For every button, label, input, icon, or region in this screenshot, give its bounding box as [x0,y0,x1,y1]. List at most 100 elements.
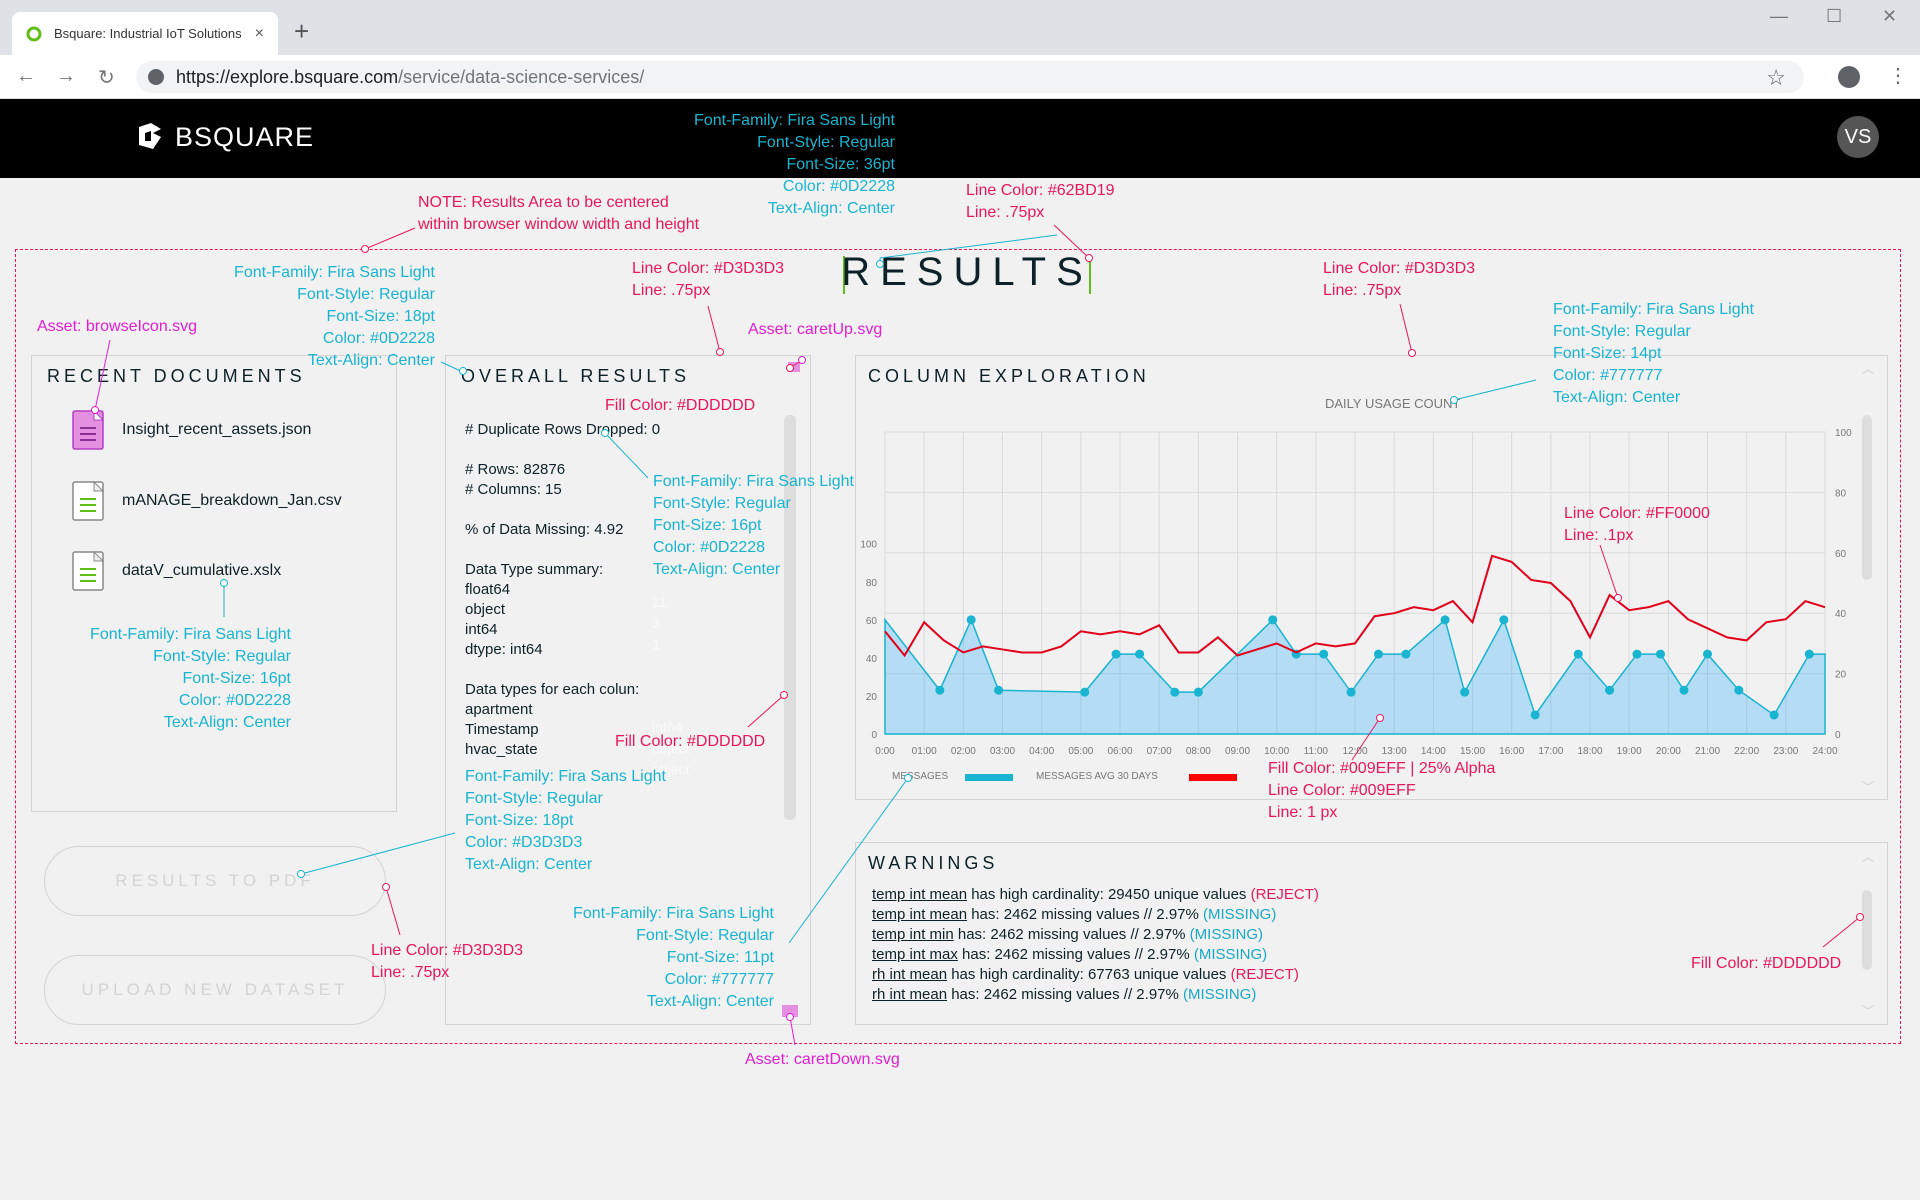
warning-column-link[interactable]: temp int min [872,926,954,943]
legend-avg-label: MESSAGES AVG 30 DAYS [1036,771,1158,782]
caret-down-icon[interactable]: ﹀ [1862,780,1875,794]
x-tick-label: 10:00 [1264,746,1289,757]
upload-new-dataset-button[interactable]: UPLOAD NEW DATASET [44,955,386,1025]
browser-menu-icon[interactable]: ⋮ [1888,65,1908,87]
url-field[interactable]: https://explore.bsquare.com /service/dat… [136,61,1804,93]
series-messages-point [1111,649,1121,659]
address-bar-area: ← → ↻ https://explore.bsquare.com /servi… [0,55,1920,99]
warnings-scrollbar[interactable] [1862,890,1872,970]
caret-up-asset-annotation: Asset: caretUp.svg [748,321,883,338]
panel-font-annotation: Font-Family: Fira Sans Light Font-Style:… [234,264,435,369]
warning-tag: (MISSING) [1193,946,1268,963]
browse-asset-annotation: Asset: browseIcon.svg [37,318,198,335]
warning-tag: (MISSING) [1203,906,1277,923]
caret-down-icon[interactable]: ﹀ [1862,1004,1875,1018]
warning-tag: (REJECT) [1230,966,1299,983]
fill-annotation: Fill Color: #DDDDDD [605,397,756,414]
window-minimize-button[interactable]: — [1770,6,1788,26]
line-annotation: Line Color: #D3D3D3 Line: .75px [1323,260,1476,299]
browser-tabstrip: Bsquare: Industrial IoT Solutions × + — … [0,0,1920,55]
red-line-annotation: Line Color: #FF0000 Line: .1px [1564,505,1710,544]
x-tick-label: 09:00 [1225,746,1250,757]
bookmark-star-icon[interactable]: ☆ [1766,65,1786,90]
series-messages-point [1573,649,1583,659]
back-button[interactable]: ← [16,65,36,87]
app-header: BSQUARE VS [0,99,1920,178]
warning-text: has high cardinality: 67763 unique value… [947,966,1231,983]
warning-column-link[interactable]: rh int mean [872,966,948,983]
series-messages-point [1632,649,1642,659]
warnings-panel [855,842,1888,1025]
forward-button[interactable]: → [56,65,76,87]
warning-column-link[interactable]: temp int mean [872,906,968,923]
warning-column-link[interactable]: rh int mean [872,986,948,1003]
caret-up-icon[interactable]: ︿ [1862,362,1875,376]
warning-text: has: 2462 missing values // 2.97% [947,986,1184,1003]
x-tick-label: 15:00 [1460,746,1485,757]
title-divider-left [843,256,845,294]
x-tick-label: 14:00 [1421,746,1446,757]
overall-results-scrollbar[interactable] [784,415,796,820]
browser-tab[interactable]: Bsquare: Industrial IoT Solutions × [12,12,278,55]
user-avatar[interactable]: VS [1837,116,1879,158]
document-item[interactable]: dataV_cumulative.xslx [72,551,281,591]
caret-down-icon[interactable] [782,1005,798,1017]
warning-item: temp int mean has: 2462 missing values /… [872,906,1276,923]
series-messages-area [884,617,1826,735]
title-divider-right [1089,256,1091,294]
document-name: dataV_cumulative.xslx [122,562,282,579]
window-maximize-button[interactable]: ☐ [1826,6,1843,26]
series-messages-point [1170,687,1180,697]
results-to-pdf-button[interactable]: RESULTS TO PDF [44,846,386,916]
x-tick-label: 01:00 [912,746,937,757]
tab-close-icon[interactable]: × [254,24,264,42]
x-tick-label: 23:00 [1773,746,1798,757]
y-left-tick-label: 0 [871,730,877,741]
reload-button[interactable]: ↻ [98,67,115,89]
bsquare-logo-icon [139,123,161,149]
overall-font-annotation: Font-Family: Fira Sans Light Font-Style:… [653,473,854,578]
new-tab-button[interactable]: + [294,16,310,46]
x-tick-label: 19:00 [1617,746,1642,757]
overall-results-text: # Duplicate Rows Dropped: 0 # Rows: 8287… [465,421,661,758]
line-annotation: Line Color: #D3D3D3 Line: .75px [632,260,785,299]
warning-text: has: 2462 missing values // 2.97% [953,926,1190,943]
faint-value: object [652,740,690,756]
window-close-button[interactable]: ✕ [1882,6,1898,26]
site-info-icon[interactable] [148,69,164,85]
document-item[interactable]: mANAGE_breakdown_Jan.csv [72,481,342,521]
overall-results-title: OVERALL RESULTS [461,366,691,386]
series-messages-point [994,685,1004,695]
warning-column-link[interactable]: temp int mean [872,886,968,903]
bsquare-favicon-icon [26,26,42,42]
daily-usage-chart: 0:00 01:00 02:00 03:00 04:00 05:00 06:00 07:00 0… [860,428,1852,757]
url-path: /service/data-science-services/ [398,66,645,87]
series-messages-point [1319,649,1329,659]
warning-item: temp int min has: 2462 missing values //… [872,926,1263,943]
button-font-annotation: Font-Family: Fira Sans Light Font-Style:… [465,768,666,873]
y-right-tick-label: 20 [1835,670,1847,681]
series-messages-point [1440,615,1450,625]
file-json-icon [72,410,104,450]
series-messages-point [1734,685,1744,695]
account-icon[interactable] [1838,66,1860,88]
column-exploration-title: COLUMN EXPLORATION [868,366,1150,386]
caret-up-icon[interactable]: ︿ [1862,850,1875,864]
x-tick-label: 17:00 [1538,746,1563,757]
recent-documents-title: RECENT DOCUMENTS [47,366,306,386]
series-messages-point [1530,710,1540,720]
y-left-tick-label: 100 [860,540,877,551]
series-messages-point [1499,615,1509,625]
warning-column-link[interactable]: temp int max [872,946,958,963]
warning-item: temp int mean has high cardinality: 2945… [872,886,1319,903]
y-left-tick-label: 20 [866,692,878,703]
y-left-tick-label: 40 [866,654,878,665]
series-messages-point [1346,687,1356,697]
chart-scrollbar[interactable] [1862,415,1872,580]
caret-up-icon[interactable] [788,362,800,372]
series-messages-point [1656,649,1665,659]
document-item[interactable]: Insight_recent_assets.json [72,410,311,450]
warning-text: has: 2462 missing values // 2.97% [967,906,1204,923]
bsquare-logo[interactable]: BSQUARE [135,121,314,153]
series-messages-point [1703,649,1712,659]
